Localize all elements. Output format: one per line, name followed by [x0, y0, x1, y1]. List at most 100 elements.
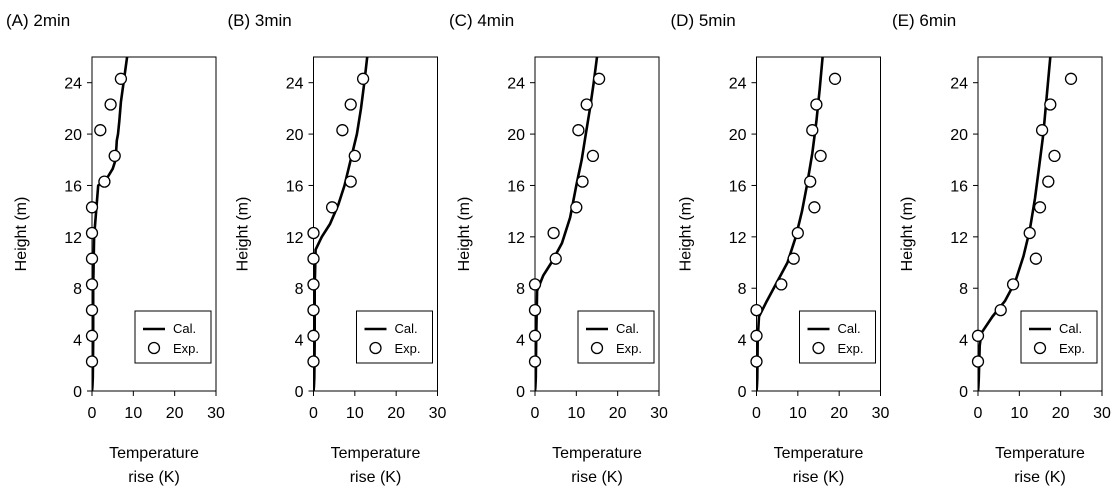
- legend: Cal. Exp.: [577, 310, 655, 364]
- x-tick-label: 20: [166, 405, 184, 422]
- x-tick-label: 30: [207, 405, 225, 422]
- exp-point: [348, 149, 361, 163]
- exp-point: [580, 98, 593, 111]
- exp-point: [1042, 175, 1055, 188]
- exp-point: [971, 329, 985, 342]
- plot-frame: [313, 56, 438, 392]
- y-tick-label: 12: [64, 230, 82, 247]
- y-tick-label: 20: [286, 127, 304, 144]
- chart-title: (A) 2min: [6, 11, 70, 30]
- legend-label-cal: Cal.: [1059, 321, 1082, 336]
- y-tick-label: 20: [507, 127, 525, 144]
- x-tick-label: 0: [88, 405, 97, 422]
- y-tick-label: 0: [295, 384, 304, 401]
- exp-point: [85, 355, 99, 368]
- x-tick-label: 0: [974, 405, 983, 422]
- x-axis-label: Temperature: [774, 445, 864, 462]
- chart-title: (E) 6min: [892, 11, 956, 30]
- exp-point: [344, 98, 357, 111]
- y-axis-label: Height (m): [678, 197, 695, 272]
- exp-point: [791, 226, 804, 240]
- exp-point: [806, 124, 819, 137]
- exp-point: [570, 201, 583, 214]
- x-axis-label: Temperature: [331, 445, 421, 462]
- exp-point: [1033, 201, 1047, 214]
- chart-panel-2: (B) 3min 0 4 8 12 16 20 24 0 10 20 30 Height (m) Temp…: [228, 11, 447, 486]
- exp-point: [85, 278, 99, 291]
- x-tick-label: 20: [1052, 405, 1070, 422]
- plot-frame: [977, 56, 1103, 392]
- y-tick-label: 24: [286, 76, 304, 93]
- exp-point: [528, 329, 542, 342]
- exp-point: [787, 252, 800, 265]
- y-tick-label: 20: [729, 127, 747, 144]
- exp-point: [592, 72, 606, 85]
- y-tick-label: 16: [64, 178, 82, 195]
- exp-point: [528, 303, 542, 317]
- exp-point: [344, 175, 357, 188]
- x-tick-label: 10: [124, 405, 142, 422]
- y-tick-label: 0: [516, 384, 525, 401]
- x-tick-label: 30: [872, 405, 890, 422]
- y-tick-label: 24: [64, 76, 82, 93]
- x-tick-label: 30: [429, 405, 447, 422]
- exp-point: [356, 72, 370, 85]
- exp-point: [307, 252, 320, 265]
- exp-point: [750, 303, 763, 317]
- exp-point: [572, 124, 585, 137]
- exp-point: [549, 252, 562, 265]
- exp-point: [1023, 226, 1036, 240]
- y-axis-label: Height (m): [235, 197, 252, 272]
- exp-point: [307, 303, 320, 317]
- legend-marker-swatch: [147, 341, 161, 355]
- exp-point: [586, 149, 600, 163]
- exp-point: [750, 329, 763, 342]
- y-tick-label: 4: [959, 333, 968, 350]
- y-tick-label: 4: [295, 333, 304, 350]
- y-tick-label: 8: [516, 281, 525, 298]
- exp-point: [810, 98, 823, 111]
- exp-point: [85, 303, 99, 317]
- plot-frame: [756, 56, 881, 392]
- exp-point: [804, 175, 817, 188]
- y-tick-label: 0: [73, 384, 82, 401]
- legend-box: [1020, 310, 1098, 364]
- exp-point: [971, 355, 985, 368]
- y-tick-label: 20: [950, 127, 968, 144]
- legend-box: [134, 310, 212, 364]
- exp-point: [828, 72, 842, 85]
- exp-point: [108, 149, 121, 163]
- legend-box: [799, 310, 876, 364]
- y-tick-label: 8: [738, 281, 747, 298]
- x-axis-label: Temperature: [995, 445, 1085, 462]
- chart-title: (D) 5min: [671, 11, 736, 30]
- x-axis-label: rise (K): [793, 469, 845, 486]
- legend-label-exp: Exp.: [616, 341, 642, 356]
- x-tick-label: 20: [830, 405, 848, 422]
- x-axis-label: Temperature: [109, 445, 199, 462]
- legend-marker-swatch: [1033, 341, 1047, 355]
- y-tick-label: 12: [729, 230, 747, 247]
- x-tick-label: 10: [1010, 405, 1028, 422]
- exp-point: [336, 124, 349, 137]
- x-tick-label: 0: [531, 405, 540, 422]
- y-axis-label: Height (m): [13, 197, 30, 272]
- exp-point: [775, 278, 788, 291]
- legend-label-cal: Cal.: [395, 321, 418, 336]
- y-tick-label: 20: [64, 127, 82, 144]
- exp-point: [1064, 72, 1078, 85]
- legend: Cal. Exp.: [356, 310, 433, 364]
- y-tick-label: 0: [959, 384, 968, 401]
- exp-point: [994, 303, 1007, 317]
- legend-label-exp: Exp.: [173, 341, 199, 356]
- exp-point: [547, 226, 560, 240]
- legend-label-cal: Cal.: [838, 321, 861, 336]
- y-tick-label: 16: [507, 178, 525, 195]
- exp-point: [325, 201, 339, 214]
- exp-point: [307, 226, 320, 240]
- exp-point: [104, 98, 117, 111]
- y-tick-label: 24: [729, 76, 747, 93]
- y-tick-label: 4: [516, 333, 525, 350]
